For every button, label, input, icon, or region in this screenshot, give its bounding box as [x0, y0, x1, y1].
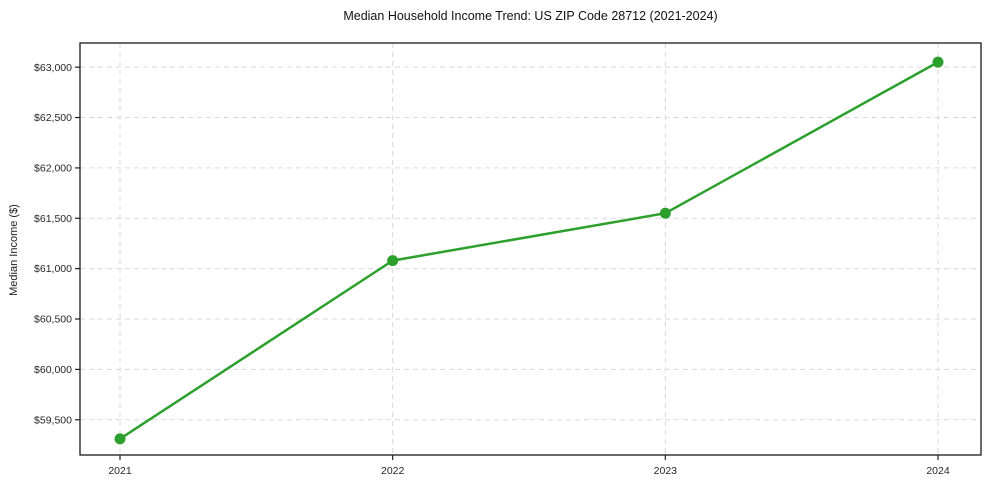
x-tick-label: 2022 — [381, 465, 405, 477]
data-point-marker — [659, 207, 671, 219]
chart-title: Median Household Income Trend: US ZIP Co… — [343, 9, 718, 23]
income-trend-line — [118, 60, 940, 441]
x-tick-label: 2023 — [654, 465, 678, 477]
y-tick-label: $62,000 — [34, 163, 72, 175]
data-point-marker — [114, 433, 126, 445]
y-tick-label: $62,500 — [34, 112, 72, 124]
y-tick-label: $61,000 — [34, 263, 72, 275]
y-tick-label: $63,000 — [34, 62, 72, 74]
y-tick-label: $60,000 — [34, 364, 72, 376]
y-tick-label: $59,500 — [34, 414, 72, 426]
x-tick-label: 2024 — [926, 465, 950, 477]
data-point-marker — [932, 56, 944, 68]
y-tick-label: $60,500 — [34, 314, 72, 326]
y-tick-label: $61,500 — [34, 213, 72, 225]
x-tick-label: 2021 — [108, 465, 132, 477]
plot-border — [79, 42, 982, 456]
data-point-marker — [387, 255, 399, 267]
